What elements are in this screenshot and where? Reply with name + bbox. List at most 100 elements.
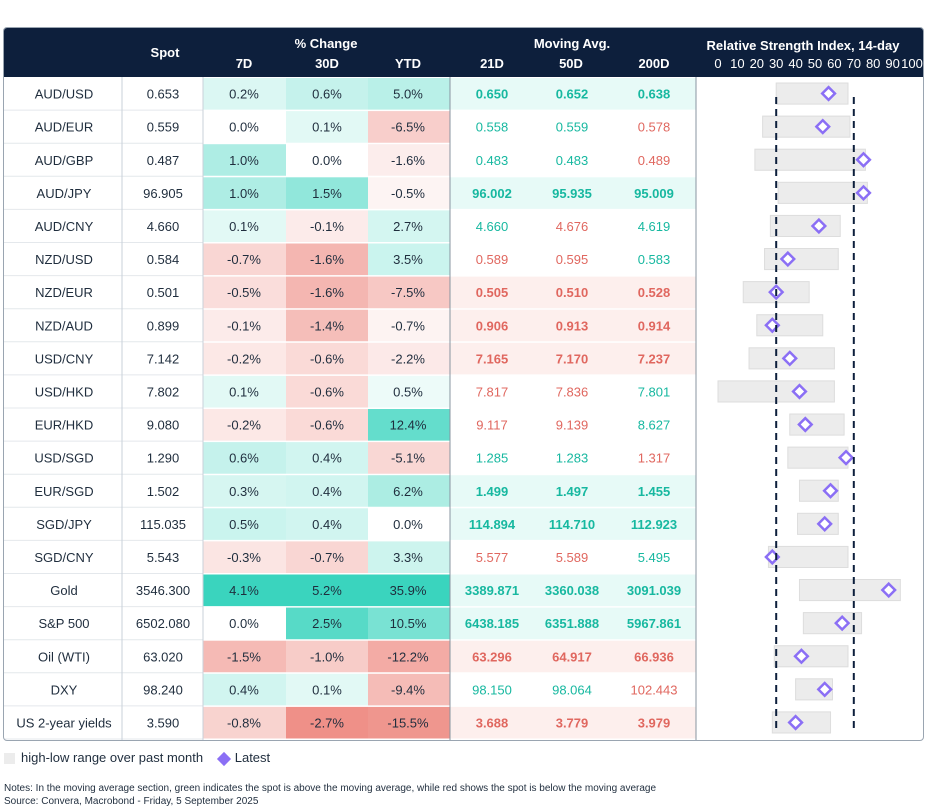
pct-value: -12.2% bbox=[387, 649, 429, 664]
moving-avg-value: 7.165 bbox=[476, 351, 509, 366]
pct-cell-bg bbox=[368, 276, 450, 309]
pct-value: 1.0% bbox=[229, 186, 259, 201]
moving-avg-value: 64.917 bbox=[552, 649, 592, 664]
moving-avg-value: 3.688 bbox=[476, 715, 509, 730]
range-legend-swatch bbox=[4, 753, 15, 765]
rsi-latest-marker bbox=[781, 350, 798, 367]
legend: high-low range over past month Latest bbox=[4, 750, 270, 766]
moving-avg-value: 102.443 bbox=[631, 682, 678, 697]
pct-cell-bg bbox=[286, 640, 368, 673]
spot-value: 96.905 bbox=[143, 186, 183, 201]
row-name: Gold bbox=[50, 583, 77, 598]
pct-cell-bg bbox=[286, 673, 368, 706]
header-moving-avg: Moving Avg. bbox=[533, 36, 611, 51]
moving-avg-value: 0.559 bbox=[556, 120, 589, 135]
pct-value: -0.7% bbox=[227, 252, 261, 267]
rsi-tick-label: 100 bbox=[901, 56, 923, 71]
row-name: USD/SGD bbox=[34, 451, 93, 466]
row-name: S&P 500 bbox=[38, 616, 89, 631]
pct-value: -15.5% bbox=[387, 715, 429, 730]
pct-value: 0.1% bbox=[229, 384, 259, 399]
pct-cell-bg bbox=[203, 210, 286, 243]
pct-cell-bg bbox=[286, 177, 368, 210]
moving-avg-value: 0.483 bbox=[476, 153, 509, 168]
row-name: USD/HKD bbox=[35, 384, 94, 399]
pct-value: 0.0% bbox=[229, 120, 259, 135]
spot-value: 0.559 bbox=[147, 120, 180, 135]
pct-cell-bg bbox=[368, 673, 450, 706]
rsi-range-bar bbox=[764, 248, 839, 271]
rsi-range-bar bbox=[802, 612, 863, 635]
rsi-latest-marker bbox=[797, 416, 814, 433]
spot-value: 0.584 bbox=[147, 252, 180, 267]
spot-value: 7.142 bbox=[147, 351, 180, 366]
header-pct-change: % Change bbox=[294, 36, 358, 51]
row-name: NZD/AUD bbox=[35, 318, 93, 333]
pct-value: -0.1% bbox=[227, 318, 261, 333]
pct-cell-bg bbox=[203, 78, 286, 111]
pct-value: 0.5% bbox=[229, 517, 259, 532]
header-spot: Spot bbox=[150, 45, 180, 60]
moving-avg-value: 0.578 bbox=[638, 120, 671, 135]
moving-avg-value: 1.317 bbox=[638, 451, 671, 466]
pct-cell-bg bbox=[368, 607, 450, 640]
pct-cell-bg bbox=[286, 342, 368, 375]
pct-cell-bg bbox=[286, 78, 368, 111]
moving-avg-value: 0.652 bbox=[556, 87, 589, 102]
spot-value: 115.035 bbox=[140, 517, 186, 532]
fx-table-frame: Spot % Change Moving Avg. Relative Stren… bbox=[3, 27, 924, 741]
moving-avg-value: 7.801 bbox=[638, 384, 671, 399]
rsi-latest-marker bbox=[855, 184, 872, 201]
rsi-latest-marker bbox=[880, 581, 897, 599]
rsi-latest-marker bbox=[816, 515, 833, 532]
pct-value: 3.3% bbox=[393, 550, 423, 565]
pct-value: 12.4% bbox=[390, 418, 427, 433]
pct-value: 0.6% bbox=[229, 451, 259, 466]
pct-cell-bg bbox=[286, 442, 368, 475]
moving-avg-value: 63.296 bbox=[472, 649, 512, 664]
moving-avg-value: 95.009 bbox=[634, 186, 674, 201]
rsi-latest-marker bbox=[820, 85, 837, 102]
moving-avg-value: 0.589 bbox=[476, 252, 509, 267]
rsi-tick-label: 30 bbox=[768, 56, 784, 71]
rsi-tick-label: 20 bbox=[749, 56, 765, 71]
pct-value: -0.2% bbox=[227, 418, 261, 433]
pct-value: 0.4% bbox=[312, 484, 342, 499]
moving-avg-value: 0.650 bbox=[476, 87, 509, 102]
pct-cell-bg bbox=[286, 574, 368, 607]
rsi-latest-marker bbox=[816, 681, 833, 698]
pct-value: 3.5% bbox=[393, 252, 423, 267]
pct-value: 0.2% bbox=[229, 87, 259, 102]
moving-avg-value: 0.906 bbox=[476, 318, 509, 333]
pct-value: 5.2% bbox=[312, 583, 342, 598]
pct-value: -0.6% bbox=[310, 384, 344, 399]
notes-line: Notes: In the moving average section, gr… bbox=[4, 783, 657, 794]
moving-avg-value: 4.660 bbox=[476, 219, 509, 234]
moving-avg-value: 0.505 bbox=[476, 285, 509, 300]
rsi-tick-label: 70 bbox=[846, 56, 862, 71]
rsi-range-bar bbox=[798, 579, 901, 602]
moving-avg-value: 98.064 bbox=[552, 682, 592, 697]
pct-value: 2.5% bbox=[312, 616, 342, 631]
pct-value: 6.2% bbox=[393, 484, 423, 499]
rsi-latest-marker bbox=[834, 615, 851, 632]
moving-avg-value: 0.510 bbox=[556, 285, 589, 300]
pct-value: -2.7% bbox=[310, 715, 344, 730]
pct-value: -1.6% bbox=[310, 252, 344, 267]
rsi-latest-marker bbox=[810, 217, 828, 235]
pct-cell-bg bbox=[203, 706, 286, 739]
pct-cell-bg bbox=[203, 342, 286, 375]
moving-avg-value: 0.528 bbox=[638, 285, 671, 300]
pct-cell-bg bbox=[286, 276, 368, 309]
rsi-tick-row: 0 10 20 30 40 50 60 70 80 90 100 bbox=[4, 56, 923, 72]
moving-avg-value: 5.589 bbox=[556, 550, 589, 565]
spot-value: 5.543 bbox=[147, 550, 180, 565]
moving-avg-value: 7.170 bbox=[556, 351, 589, 366]
rsi-tick-label: 0 bbox=[714, 56, 722, 71]
moving-avg-value: 66.936 bbox=[634, 649, 674, 664]
pct-value: 0.3% bbox=[229, 484, 259, 499]
row-name: AUD/JPY bbox=[37, 186, 92, 201]
moving-avg-value: 0.483 bbox=[556, 153, 589, 168]
pct-value: 35.9% bbox=[390, 583, 427, 598]
spot-value: 3.590 bbox=[147, 715, 180, 730]
